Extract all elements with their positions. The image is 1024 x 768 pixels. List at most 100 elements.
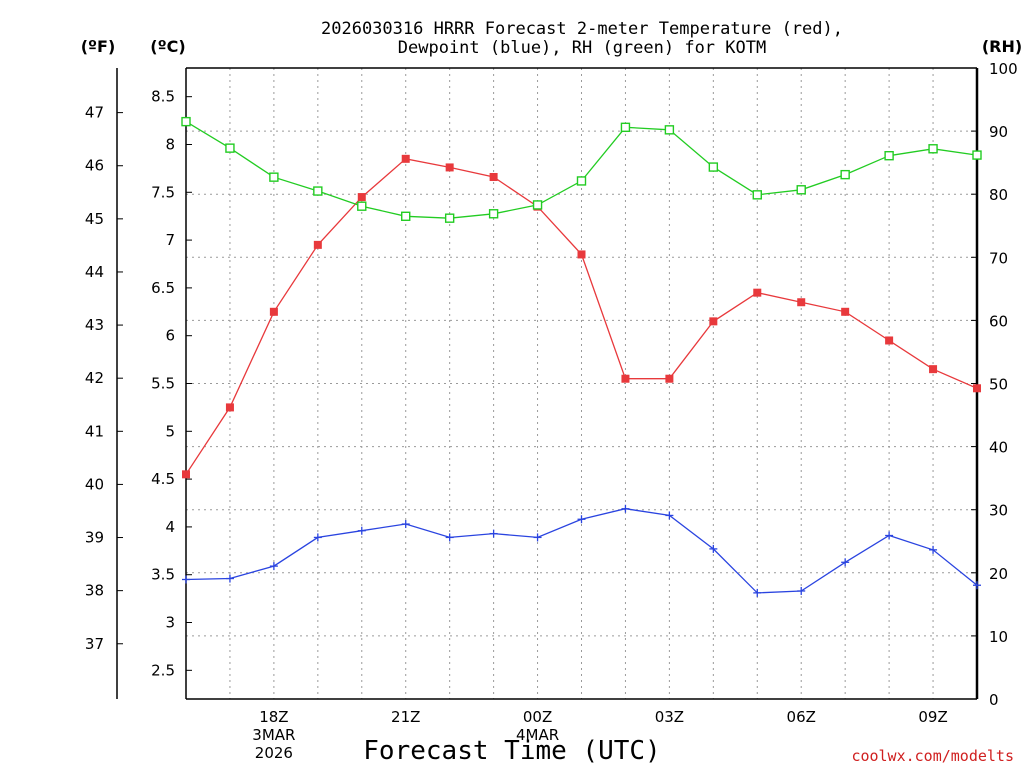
dewpoint-point [797, 586, 806, 595]
rh-point [840, 169, 850, 180]
celsius-tick-label: 6.5 [151, 279, 175, 297]
temperature-point [753, 288, 762, 297]
rh-unit-label: (RH) [982, 37, 1022, 56]
credit-text: coolwx.com/modelts [851, 747, 1014, 765]
dewpoint-point [841, 558, 850, 567]
dewpoint-point [225, 574, 234, 583]
temperature-point [841, 307, 850, 316]
temperature-point [885, 336, 894, 345]
rh-tick-label: 70 [989, 249, 1008, 267]
x-axis-label: Forecast Time (UTC) [363, 736, 660, 766]
temperature-point [665, 374, 674, 383]
celsius-tick-label: 5.5 [151, 375, 175, 393]
rh-point [181, 116, 191, 127]
fahrenheit-unit-label: (ºF) [81, 37, 116, 56]
temperature-point [577, 250, 586, 259]
dewpoint-point [357, 526, 366, 535]
rh-point [664, 125, 675, 135]
temperature-point [709, 317, 718, 326]
dewpoint-point [665, 511, 674, 520]
x-tick-label: 21Z [391, 708, 420, 726]
rh-point [444, 213, 455, 223]
celsius-tick-label: 3.5 [151, 566, 175, 584]
x-tick-label: 4MAR [516, 726, 559, 744]
temperature-point [269, 307, 278, 316]
rh-series-line [185, 121, 978, 219]
fahrenheit-tick-label: 39 [85, 529, 104, 547]
chart-title-line-2: Dewpoint (blue), RH (green) for KOTM [398, 38, 766, 58]
celsius-tick-label: 8.5 [151, 88, 175, 106]
celsius-tick-label: 3 [165, 614, 175, 632]
dewpoint-point [973, 581, 981, 590]
temperature-point [225, 403, 234, 412]
rh-point [620, 122, 631, 133]
x-tick-label: 03Z [655, 708, 684, 726]
temperature-point [445, 163, 454, 172]
celsius-tick-label: 4 [165, 518, 175, 536]
dewpoint-point [929, 545, 938, 554]
celsius-tick-label: 5 [165, 422, 175, 440]
rh-point [972, 150, 982, 160]
rh-tick-label: 50 [989, 376, 1008, 394]
rh-point [576, 176, 587, 186]
temperature-point [973, 384, 981, 393]
rh-point [752, 190, 762, 200]
rh-tick-label: 80 [989, 186, 1008, 204]
fahrenheit-tick-label: 47 [85, 104, 104, 122]
temperature-point [401, 154, 410, 163]
rh-point [708, 162, 719, 172]
rh-tick-label: 40 [989, 439, 1008, 457]
rh-tick-label: 10 [989, 628, 1008, 646]
axes: 2.5 3 3.5 4 4.5 5 5.5 6 6.5 7 7.5 8 8.5 37 38 39 40 41 42 4… [85, 60, 1018, 709]
rh-tick-label: 60 [989, 312, 1008, 330]
x-tick-label: 2026 [255, 744, 293, 762]
dewpoint-point [313, 533, 322, 542]
celsius-unit-label: (ºC) [150, 37, 185, 56]
rh-tick-label: 100 [989, 60, 1018, 78]
fahrenheit-tick-label: 37 [85, 635, 104, 653]
dewpoint-point [621, 504, 630, 513]
fahrenheit-tick-label: 45 [85, 210, 104, 228]
celsius-tick-label: 4.5 [151, 470, 175, 488]
dewpoint-point [753, 588, 762, 597]
rh-point [928, 144, 938, 154]
rh-point [225, 143, 235, 153]
temperature-point [489, 172, 498, 181]
celsius-tick-label: 8 [165, 135, 175, 153]
x-tick-label: 00Z [523, 708, 552, 726]
celsius-tick-label: 7.5 [151, 183, 175, 201]
rh-tick-label: 0 [989, 691, 999, 709]
rh-point [884, 151, 894, 161]
x-tick-label: 09Z [918, 708, 947, 726]
x-tick-label: 18Z [259, 708, 288, 726]
dewpoint-point [533, 533, 542, 542]
temperature-point [929, 365, 938, 374]
fahrenheit-tick-label: 44 [85, 263, 104, 281]
fahrenheit-tick-label: 46 [85, 157, 104, 175]
celsius-tick-label: 6 [165, 327, 175, 345]
x-tick-label: 06Z [787, 708, 816, 726]
dewpoint-point [885, 531, 894, 540]
fahrenheit-tick-label: 42 [85, 369, 104, 387]
rh-point [357, 201, 367, 211]
fahrenheit-tick-label: 40 [85, 475, 104, 493]
rh-point [313, 186, 323, 196]
dewpoint-point [489, 529, 498, 538]
temperature-point [621, 374, 630, 383]
dewpoint-point [182, 575, 190, 584]
celsius-tick-label: 2.5 [151, 661, 175, 679]
rh-tick-label: 30 [989, 502, 1008, 520]
fahrenheit-tick-label: 43 [85, 316, 104, 334]
dewpoint-point [577, 515, 586, 524]
temperature-point [797, 298, 806, 307]
grid [186, 68, 977, 699]
temperature-point [313, 240, 322, 249]
rh-point [269, 172, 279, 182]
dewpoint-point [709, 544, 718, 553]
dewpoint-point [269, 562, 278, 571]
rh-point [401, 211, 411, 221]
x-tick-label: 3MAR [252, 726, 295, 744]
rh-point [488, 209, 499, 219]
